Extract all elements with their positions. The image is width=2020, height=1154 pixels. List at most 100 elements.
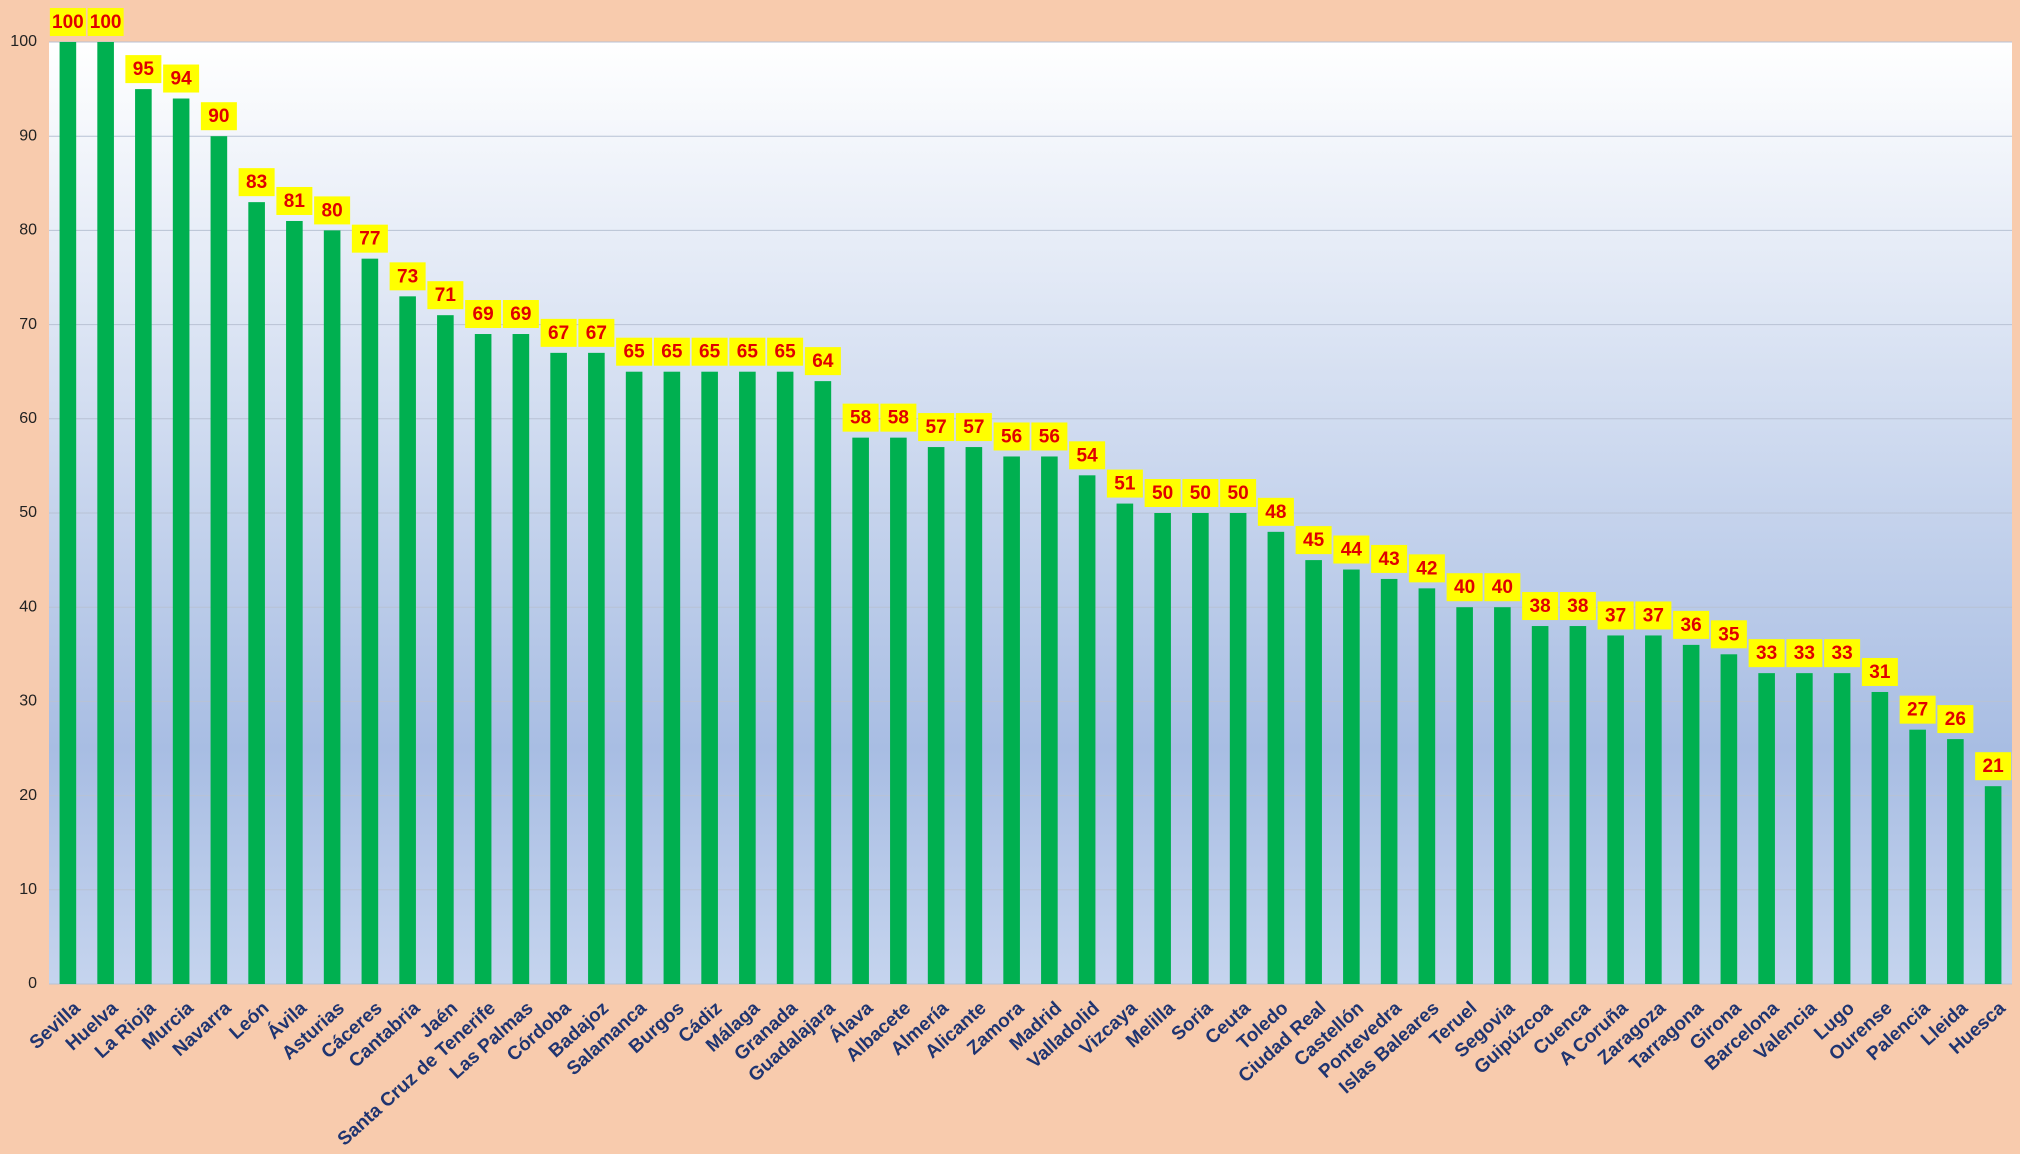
- bar: [512, 334, 530, 984]
- bar: [1003, 456, 1020, 985]
- y-tick-label: 50: [19, 504, 37, 521]
- bar: [1380, 578, 1398, 984]
- bar: [852, 437, 869, 984]
- value-label-box: [767, 337, 804, 366]
- value-label-box: [1975, 752, 2012, 781]
- bar: [965, 447, 983, 984]
- value-label: 69: [510, 304, 531, 325]
- value-label-box: [1484, 573, 1521, 602]
- value-label-box: [1446, 573, 1483, 602]
- y-tick-label: 90: [19, 127, 37, 144]
- bar: [437, 315, 454, 984]
- bar: [1682, 644, 1700, 984]
- value-label-box: [49, 8, 86, 36]
- value-label-box: [1144, 479, 1181, 507]
- value-label: 71: [435, 285, 457, 306]
- value-label-box: [125, 55, 162, 84]
- value-label-box: [1748, 639, 1785, 668]
- value-label-box: [351, 224, 388, 253]
- value-label: 51: [1114, 474, 1136, 495]
- bar: [814, 381, 832, 984]
- value-label-box: [1333, 535, 1370, 564]
- value-label-box: [653, 337, 690, 366]
- value-label: 33: [1756, 643, 1777, 664]
- value-label-box: [1673, 610, 1710, 639]
- x-tick-label: León: [226, 998, 274, 1044]
- y-tick-label: 30: [19, 693, 37, 710]
- bar: [323, 230, 341, 984]
- bar: [97, 42, 114, 984]
- value-label-box: [880, 403, 917, 432]
- bar: [1607, 635, 1624, 984]
- bar: [1418, 588, 1436, 984]
- value-label-box: [389, 262, 426, 291]
- value-label-box: [238, 168, 275, 197]
- bar: [550, 352, 567, 984]
- bar: [588, 352, 605, 984]
- value-label-box: [993, 422, 1030, 451]
- value-label: 38: [1530, 596, 1551, 617]
- value-label-box: [276, 186, 313, 215]
- bar: [474, 334, 492, 984]
- bar: [1116, 503, 1134, 984]
- value-label-box: [578, 318, 615, 347]
- value-label: 65: [624, 342, 646, 363]
- bar: [1833, 673, 1851, 984]
- bar: [135, 89, 152, 985]
- value-label-box: [1559, 592, 1596, 621]
- y-tick-label: 80: [19, 222, 37, 239]
- value-label: 36: [1681, 615, 1702, 636]
- bar: [1041, 456, 1058, 985]
- value-label: 33: [1832, 643, 1853, 664]
- value-label-box: [1106, 469, 1143, 498]
- value-label: 65: [699, 342, 721, 363]
- bar: [890, 437, 907, 984]
- value-label: 33: [1794, 643, 1815, 664]
- bar: [1871, 691, 1889, 984]
- value-label: 80: [322, 200, 343, 221]
- value-label: 50: [1228, 483, 1249, 504]
- value-label: 56: [1001, 426, 1022, 447]
- bar: [1758, 673, 1775, 984]
- value-label: 45: [1303, 530, 1325, 551]
- value-label-box: [1220, 479, 1257, 507]
- value-label: 21: [1983, 756, 2005, 777]
- bar: [1343, 569, 1360, 984]
- value-label: 81: [284, 191, 306, 212]
- bar: [1531, 626, 1549, 984]
- bar: [1796, 673, 1813, 984]
- value-label: 31: [1869, 662, 1891, 683]
- value-label: 27: [1907, 700, 1928, 721]
- value-label-box: [918, 413, 955, 442]
- value-label-box: [1597, 601, 1634, 630]
- value-label-box: [1861, 657, 1898, 686]
- bar: [1645, 635, 1662, 984]
- value-label: 64: [812, 351, 834, 372]
- value-label: 83: [246, 172, 267, 193]
- value-label-box: [427, 281, 464, 310]
- value-label: 58: [850, 408, 871, 429]
- bar: [625, 371, 643, 984]
- value-label-box: [955, 413, 992, 442]
- value-label-box: [1182, 479, 1219, 507]
- bar: [776, 371, 794, 984]
- value-label: 26: [1945, 709, 1966, 730]
- value-label-box: [163, 64, 200, 93]
- value-label-box: [1937, 705, 1974, 734]
- value-label: 42: [1416, 558, 1437, 579]
- bar: [59, 42, 77, 984]
- bar: [1984, 786, 2002, 984]
- value-label: 50: [1152, 483, 1173, 504]
- bar: [172, 98, 190, 984]
- value-label: 37: [1605, 605, 1626, 626]
- value-label-box: [540, 318, 577, 347]
- value-label: 48: [1265, 502, 1286, 523]
- value-label: 57: [926, 417, 947, 438]
- value-label-box: [691, 337, 728, 366]
- value-label-box: [1710, 620, 1747, 649]
- bar: [1305, 560, 1322, 984]
- value-label-box: [842, 403, 879, 432]
- value-label: 77: [359, 229, 380, 250]
- y-tick-label: 40: [19, 598, 37, 615]
- value-label: 43: [1379, 549, 1400, 570]
